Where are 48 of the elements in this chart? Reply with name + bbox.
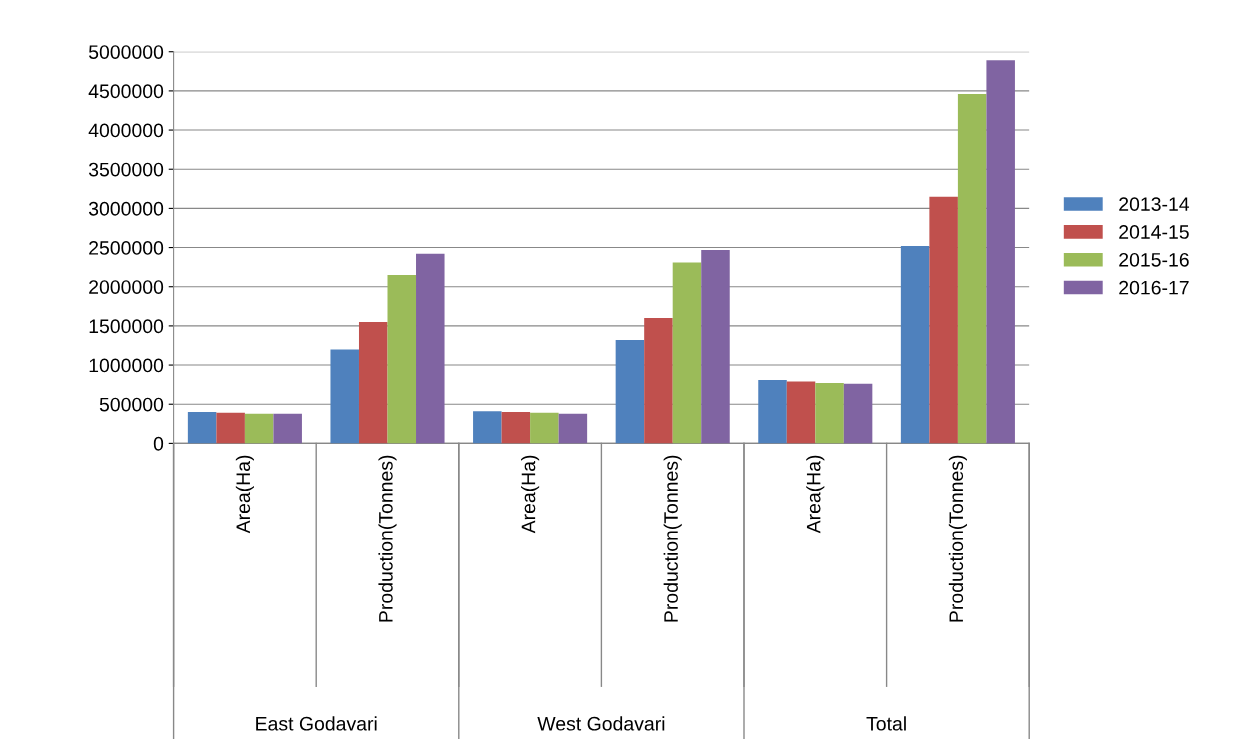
bar [900, 246, 930, 444]
y-tick-label: 2000000 [89, 280, 164, 294]
y-tick-label: 0 [153, 436, 164, 451]
bar [358, 321, 388, 444]
bar [216, 412, 245, 444]
x-tick-label: Area(Ha) [806, 455, 825, 534]
bar [786, 381, 816, 444]
bar [387, 274, 417, 444]
y-tick-label: 5000000 [88, 45, 164, 59]
y-tick-label: 3500000 [88, 162, 164, 177]
bar [530, 412, 559, 444]
y-tick-label: 3000000 [88, 201, 164, 216]
bar [957, 94, 987, 444]
x-tick-label: Production(Tonnes) [663, 455, 682, 622]
legend-label: 2016-17 [1119, 280, 1189, 295]
bar [986, 60, 1015, 444]
legend-label: 2015-16 [1119, 252, 1189, 267]
text: West Godavari [537, 716, 665, 731]
x-tick-label: Area(Ha) [235, 455, 254, 534]
bar [815, 383, 844, 444]
bar [187, 412, 217, 444]
bar [843, 383, 873, 444]
bar [416, 253, 445, 444]
y-tick-label: 4500000 [88, 84, 164, 99]
bar [330, 349, 359, 444]
bar [644, 318, 673, 444]
x-tick-label: Production(Tonnes) [948, 455, 967, 622]
bar [558, 413, 588, 444]
bar [473, 411, 502, 444]
bar [615, 340, 645, 444]
bar [501, 412, 531, 444]
bar [244, 413, 274, 444]
bar [758, 379, 787, 444]
y-tick-label: 1000000 [89, 358, 164, 373]
bar [929, 196, 958, 444]
legend-label: 2013-14 [1119, 197, 1190, 212]
x-tick-label: Area(Ha) [521, 455, 540, 534]
y-tick-label: 4000000 [88, 123, 164, 138]
bar [701, 249, 730, 444]
y-tick-label: 1500000 [89, 319, 164, 334]
y-tick-label: 500000 [99, 397, 164, 412]
text: East Godavari [256, 716, 377, 731]
legend-label: 2014-15 [1119, 225, 1189, 239]
bar [273, 413, 302, 444]
y-tick-label: 2500000 [89, 241, 164, 255]
text: Total [866, 716, 906, 731]
x-tick-label: Production(Tonnes) [378, 455, 397, 622]
bar [672, 262, 702, 444]
